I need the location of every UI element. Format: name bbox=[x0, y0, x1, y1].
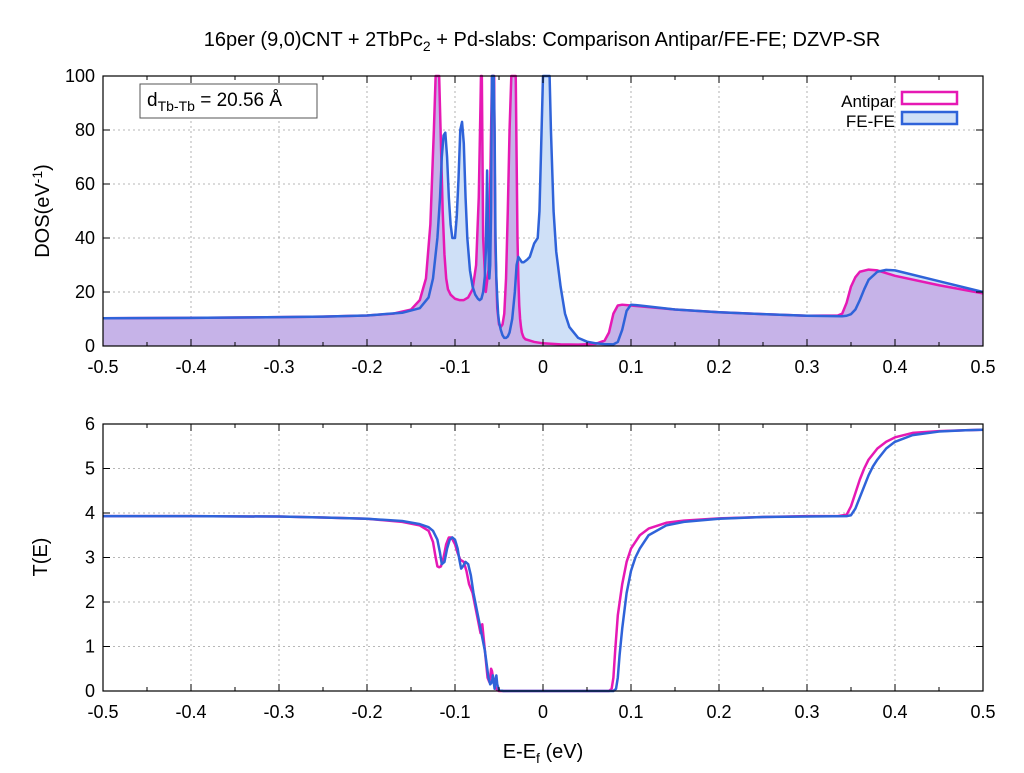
transmission-y-tick-label: 1 bbox=[85, 637, 95, 657]
fefe-dos-line bbox=[102, 74, 984, 346]
legend-label-antipar: Antipar bbox=[841, 92, 895, 111]
dos-x-tick-label: 0.3 bbox=[794, 357, 819, 377]
transmission-x-axis-label: E-Ef (eV) bbox=[503, 741, 584, 766]
legend-swatch-fefe bbox=[900, 110, 959, 126]
dos-y-tick-label: 100 bbox=[65, 66, 95, 86]
transmission-x-tick-label: 0.2 bbox=[706, 702, 731, 722]
transmission-ticks: -0.5 -0.4 -0.3 -0.2 -0.1 0 0.1 0.2 0.3 0.4 0.5 0 1 2 3… bbox=[85, 414, 996, 722]
dos-y-axis-label: DOS(eV-1) bbox=[29, 164, 54, 258]
transmission-x-tick-label: -0.4 bbox=[175, 702, 206, 722]
dos-x-tick-label: -0.1 bbox=[439, 357, 470, 377]
transmission-x-tick-label: 0 bbox=[538, 702, 548, 722]
dos-annotation-text: dTb-Tb = 20.56 Å bbox=[147, 90, 282, 114]
transmission-x-tick-label: 0.3 bbox=[794, 702, 819, 722]
dos-x-tick-label: 0.4 bbox=[882, 357, 907, 377]
dos-x-tick-label: -0.5 bbox=[87, 357, 118, 377]
transmission-lines bbox=[103, 428, 984, 693]
dos-x-tick-label: -0.3 bbox=[263, 357, 294, 377]
transmission-y-tick-label: 6 bbox=[85, 414, 95, 434]
transmission-x-tick-label: 0.5 bbox=[970, 702, 995, 722]
dos-x-tick-label: 0 bbox=[538, 357, 548, 377]
transmission-y-tick-label: 5 bbox=[85, 459, 95, 479]
dos-lines bbox=[102, 74, 984, 346]
dos-x-tick-label: -0.4 bbox=[175, 357, 206, 377]
transmission-y-tick-label: 2 bbox=[85, 592, 95, 612]
legend-label-fefe: FE-FE bbox=[846, 112, 895, 131]
legend-swatch-antipar bbox=[900, 90, 959, 106]
dos-legend: Antipar FE-FE bbox=[841, 90, 959, 131]
dos-y-tick-label: 60 bbox=[75, 174, 95, 194]
figure-title: 16per (9,0)CNT + 2TbPc2 + Pd-slabs: Comp… bbox=[204, 29, 881, 54]
dos-x-tick-label: 0.5 bbox=[970, 357, 995, 377]
dos-y-tick-label: 80 bbox=[75, 120, 95, 140]
transmission-x-tick-label: 0.1 bbox=[618, 702, 643, 722]
transmission-y-tick-label: 0 bbox=[85, 681, 95, 701]
dos-y-tick-label: 0 bbox=[85, 336, 95, 356]
transmission-x-tick-label: 0.4 bbox=[882, 702, 907, 722]
transmission-y-tick-label: 4 bbox=[85, 503, 95, 523]
dos-x-tick-label: 0.1 bbox=[618, 357, 643, 377]
transmission-x-tick-label: -0.5 bbox=[87, 702, 118, 722]
transmission-y-tick-label: 3 bbox=[85, 548, 95, 568]
dos-x-tick-label: -0.2 bbox=[351, 357, 382, 377]
transmission-x-tick-label: -0.3 bbox=[263, 702, 294, 722]
transmission-x-tick-label: -0.1 bbox=[439, 702, 470, 722]
transmission-panel: -0.5 -0.4 -0.3 -0.2 -0.1 0 0.1 0.2 0.3 0.4 0.5 0 1 2 3… bbox=[30, 414, 996, 766]
dos-panel: -0.5 -0.4 -0.3 -0.2 -0.1 0 0.1 0.2 0.3 0.4 0.5 0 20 4… bbox=[29, 66, 996, 377]
transmission-grid bbox=[103, 424, 983, 691]
transmission-x-tick-label: -0.2 bbox=[351, 702, 382, 722]
transmission-y-axis-label: T(E) bbox=[30, 538, 52, 577]
dos-ticks: -0.5 -0.4 -0.3 -0.2 -0.1 0 0.1 0.2 0.3 0.4 0.5 0 20 4… bbox=[65, 66, 996, 377]
fefe-transmission-line bbox=[103, 428, 984, 693]
dos-x-tick-label: 0.2 bbox=[706, 357, 731, 377]
dos-annotation-box: dTb-Tb = 20.56 Å bbox=[139, 83, 318, 119]
dos-y-tick-label: 40 bbox=[75, 228, 95, 248]
fefe-dos-fill bbox=[103, 76, 983, 346]
dos-y-tick-label: 20 bbox=[75, 282, 95, 302]
